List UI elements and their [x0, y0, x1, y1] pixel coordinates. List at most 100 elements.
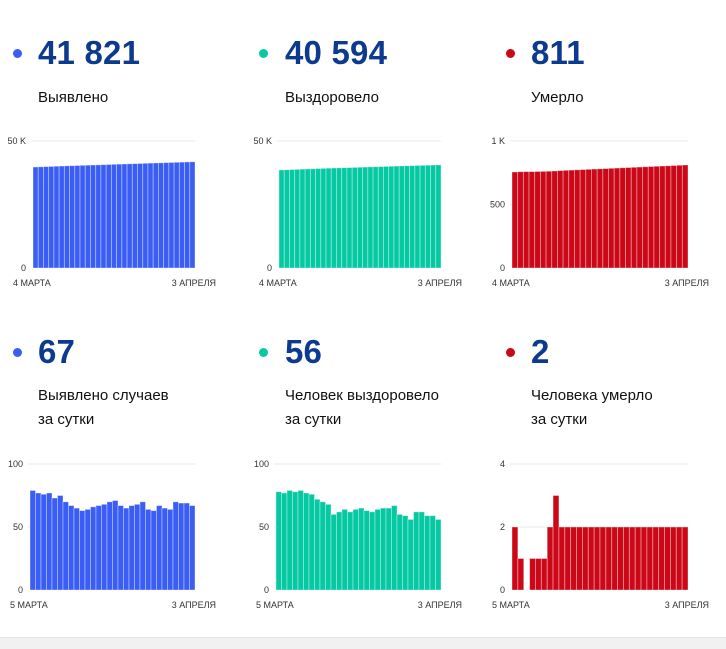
- deaths-legend-dot-icon: [506, 49, 515, 58]
- cases-daily-label-line1: Выявлено случаев: [38, 387, 169, 404]
- bar: [611, 526, 619, 591]
- bar: [173, 161, 180, 269]
- y-tick-label: 0: [18, 585, 23, 595]
- cases-daily-label-line2: за сутки: [38, 411, 95, 428]
- bar: [681, 526, 689, 591]
- y-tick-label: 50: [259, 522, 269, 532]
- recovered-total-label: Выздоровело: [285, 89, 380, 106]
- deaths-daily-value: 2: [531, 333, 550, 370]
- deaths-daily-label-line2: за сутки: [531, 411, 588, 428]
- bar: [652, 526, 660, 591]
- bar: [435, 519, 442, 591]
- bar: [517, 558, 525, 591]
- bar: [377, 166, 384, 269]
- bar: [605, 526, 613, 591]
- bar: [599, 526, 607, 591]
- bar: [404, 165, 411, 269]
- x-end-label: 3 АПРЕЛЯ: [418, 600, 462, 610]
- bar: [511, 526, 519, 591]
- x-start-label: 5 МАРТА: [256, 600, 294, 610]
- y-tick-label: 1 K: [491, 136, 505, 146]
- y-tick-label: 4: [500, 459, 505, 469]
- y-tick-label: 2: [500, 522, 505, 532]
- y-tick-label: 100: [8, 459, 23, 469]
- recovered-legend-dot-icon: [259, 49, 268, 58]
- bar: [289, 169, 296, 269]
- y-tick-label: 0: [264, 585, 269, 595]
- bar: [529, 558, 536, 591]
- recovered-daily-label-line1: Человек выздоровело: [285, 387, 439, 404]
- bar: [634, 526, 642, 591]
- footer-band: [0, 637, 726, 649]
- y-tick-label: 100: [254, 459, 269, 469]
- cases-total-value: 41 821: [38, 34, 141, 71]
- bar: [535, 558, 542, 591]
- x-end-label: 3 АПРЕЛЯ: [172, 600, 216, 610]
- x-start-label: 4 МАРТА: [259, 278, 297, 288]
- y-tick-label: 50: [13, 522, 23, 532]
- bar: [664, 526, 671, 591]
- bar: [670, 526, 677, 591]
- bar: [546, 526, 554, 591]
- cases-daily-value: 67: [38, 333, 76, 370]
- bar: [617, 526, 624, 591]
- bar: [564, 526, 572, 591]
- cases-total-label: Выявлено: [38, 89, 109, 106]
- bar: [540, 558, 548, 591]
- x-end-label: 3 АПРЕЛЯ: [665, 600, 709, 610]
- bar: [576, 526, 583, 591]
- y-tick-label: 0: [500, 263, 505, 273]
- bar: [309, 168, 316, 269]
- x-start-label: 5 МАРТА: [10, 600, 48, 610]
- recovered-total-value: 40 594: [285, 34, 388, 71]
- deaths-daily-legend-dot-icon: [506, 348, 515, 357]
- bar: [558, 526, 566, 591]
- y-tick-label: 50 K: [7, 136, 26, 146]
- deaths-daily-label-line1: Человека умерло: [531, 387, 653, 404]
- x-start-label: 5 МАРТА: [492, 600, 530, 610]
- bar: [640, 526, 648, 591]
- y-tick-label: 0: [21, 263, 26, 273]
- bar: [675, 526, 683, 591]
- bar: [582, 526, 589, 591]
- bar: [142, 162, 149, 269]
- deaths-total-label: Умерло: [531, 89, 584, 106]
- y-tick-label: 0: [267, 263, 272, 273]
- bar: [356, 166, 364, 269]
- x-end-label: 3 АПРЕЛЯ: [172, 278, 216, 288]
- recovered-daily-value: 56: [285, 333, 323, 370]
- bar: [184, 161, 191, 269]
- bar: [593, 526, 601, 591]
- x-end-label: 3 АПРЕЛЯ: [665, 278, 709, 288]
- cases-legend-dot-icon: [13, 49, 22, 58]
- bar: [658, 526, 665, 591]
- bar: [646, 526, 654, 591]
- x-start-label: 4 МАРТА: [13, 278, 51, 288]
- cases-daily-legend-dot-icon: [13, 348, 22, 357]
- bar: [570, 526, 577, 591]
- recovered-daily-legend-dot-icon: [259, 348, 268, 357]
- bar: [163, 162, 170, 269]
- y-tick-label: 0: [500, 585, 505, 595]
- bar: [681, 164, 689, 269]
- y-tick-label: 50 K: [253, 136, 272, 146]
- bar: [189, 505, 196, 591]
- x-end-label: 3 АПРЕЛЯ: [418, 278, 462, 288]
- bar: [587, 526, 595, 591]
- bar: [424, 164, 431, 269]
- recovered-daily-label-line2: за сутки: [285, 411, 342, 428]
- bar: [623, 526, 630, 591]
- bar: [336, 167, 343, 269]
- bar: [189, 161, 196, 269]
- bar: [552, 495, 560, 591]
- deaths-total-value: 811: [531, 34, 585, 71]
- y-tick-label: 500: [490, 200, 505, 210]
- bar: [628, 526, 636, 591]
- bar: [126, 163, 133, 269]
- x-start-label: 4 МАРТА: [492, 278, 530, 288]
